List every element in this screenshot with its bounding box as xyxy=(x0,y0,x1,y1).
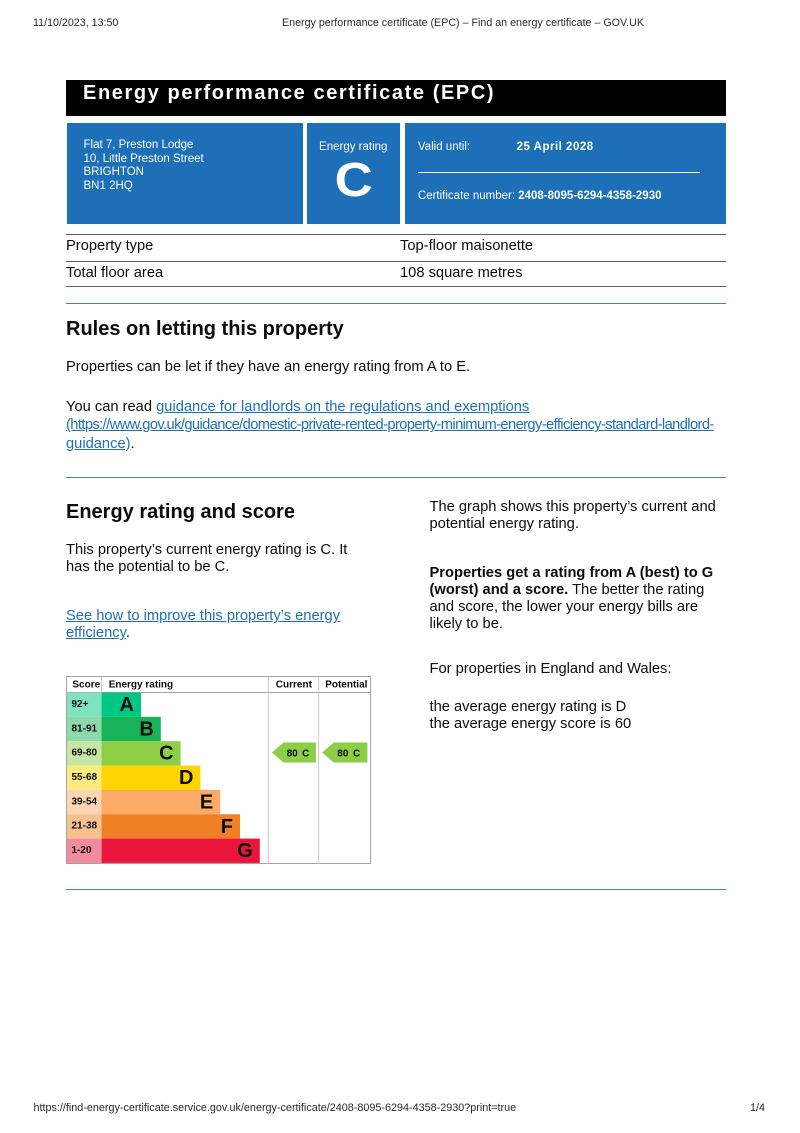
svg-text:81-91: 81-91 xyxy=(72,723,98,734)
svg-text:1-20: 1-20 xyxy=(72,845,92,856)
svg-text:80: 80 xyxy=(287,749,299,760)
svg-text:E: E xyxy=(200,791,213,813)
svg-text:Score: Score xyxy=(72,680,100,691)
svg-text:Energy rating: Energy rating xyxy=(109,680,173,691)
svg-text:C: C xyxy=(159,743,173,765)
svg-text:F: F xyxy=(221,816,233,838)
svg-text:92+: 92+ xyxy=(72,699,89,710)
svg-text:21-38: 21-38 xyxy=(72,821,98,832)
svg-text:Current: Current xyxy=(276,680,313,691)
svg-text:A: A xyxy=(120,694,134,716)
svg-text:D: D xyxy=(179,767,193,789)
svg-text:C: C xyxy=(353,749,360,760)
svg-text:55-68: 55-68 xyxy=(72,772,98,783)
svg-text:69-80: 69-80 xyxy=(72,748,98,759)
svg-text:G: G xyxy=(237,840,253,862)
svg-text:Potential: Potential xyxy=(325,680,367,691)
svg-text:C: C xyxy=(302,749,309,760)
svg-text:39-54: 39-54 xyxy=(72,796,98,807)
svg-text:80: 80 xyxy=(337,749,349,760)
svg-text:B: B xyxy=(139,718,153,740)
